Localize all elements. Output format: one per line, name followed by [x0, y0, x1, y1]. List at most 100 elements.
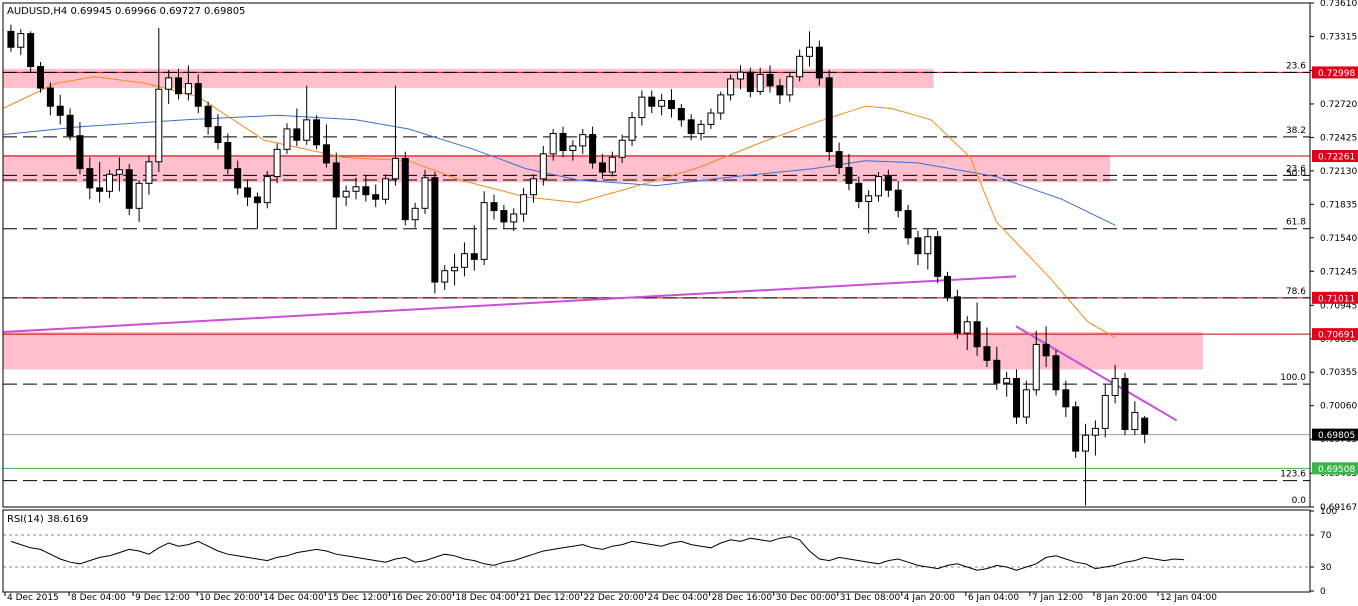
candle [106, 169, 114, 199]
time-tick-label: 18 Dec 04:00 [455, 593, 516, 603]
candle [835, 142, 843, 175]
candle [894, 181, 902, 218]
candle-body-up [263, 176, 271, 204]
candle [579, 128, 587, 154]
candle [313, 115, 321, 150]
candle [175, 68, 183, 100]
time-axis: 4 Dec 2015 8 Dec 04:00 9 Dec 12:00 10 Dec 2… [4, 592, 1217, 603]
candle-body-up [1022, 389, 1030, 418]
price-label-text: 0.71011 [1318, 294, 1355, 304]
price-label-box [1312, 462, 1358, 475]
candle-body-down [431, 177, 439, 283]
candle [500, 204, 508, 229]
candle-body-up [1111, 377, 1119, 396]
resistance-support-zones [3, 68, 1203, 370]
candle-body-up [707, 112, 715, 125]
candle [362, 175, 370, 202]
candle [27, 31, 35, 73]
candle-body-up [875, 176, 883, 197]
candle-body-down [332, 162, 340, 198]
candle-body-up [1082, 434, 1090, 452]
candle-body-up [963, 321, 971, 334]
time-tick-label: 4 Jan 20:00 [904, 593, 956, 603]
candle-body-down [224, 142, 232, 170]
candle [431, 172, 439, 294]
candle-body-down [855, 182, 863, 203]
candle-body-up [569, 145, 577, 151]
rsi-frame [2, 509, 1311, 593]
candle [993, 346, 1001, 390]
price-label-text: 0.69805 [1318, 431, 1355, 441]
candle-body-down [470, 253, 478, 260]
candle [963, 316, 971, 351]
candle-body-up [421, 177, 429, 209]
candle-body-down [46, 87, 54, 107]
candle-body-up [480, 202, 488, 260]
candle [135, 179, 143, 222]
candle [589, 126, 597, 169]
candle [194, 74, 202, 114]
candle-body-down [648, 96, 656, 107]
candle [184, 65, 192, 101]
candle-body-up [865, 195, 873, 203]
time-tick-label: 4 Dec 2015 [7, 593, 59, 603]
candle-body-down [175, 77, 183, 95]
candle-body-down [973, 321, 981, 348]
price-label: 0.72261 [1312, 150, 1358, 163]
candle-body-down [983, 346, 991, 361]
candle-body-down [56, 105, 64, 116]
fib-label: 78.6 [1286, 287, 1306, 297]
candle [332, 152, 340, 229]
candle [234, 160, 242, 195]
candle [865, 190, 873, 234]
candle-body-down [845, 166, 853, 184]
candle-body-up [618, 139, 626, 158]
time-tick-label: 10 Dec 20:00 [199, 593, 260, 603]
candle [1141, 415, 1149, 444]
trendline [1015, 325, 1178, 422]
candle [776, 79, 784, 104]
price-label: 0.71011 [1312, 291, 1358, 304]
price-tick-label: 0.72425 [1320, 133, 1357, 143]
candle-body-down [293, 128, 301, 141]
candle [460, 242, 468, 277]
candle [1062, 380, 1070, 418]
candle [86, 157, 94, 200]
candle-body-up [135, 182, 143, 209]
rsi-tick-label: 100 [1320, 507, 1337, 517]
symbol-header: AUDUSD,H4 0.69945 0.69966 0.69727 0.6980… [7, 6, 245, 17]
candle-body-down [1141, 417, 1149, 435]
candle-body-up [1032, 343, 1040, 391]
candle [96, 161, 104, 203]
time-tick-label: 24 Dec 04:00 [648, 593, 709, 603]
candle [382, 174, 390, 204]
candle-body-down [96, 187, 104, 192]
price-label-box [1312, 66, 1358, 79]
candle-body-down [86, 168, 94, 189]
price-tick-label: 0.71540 [1320, 234, 1357, 244]
rsi-tick-label: 30 [1320, 563, 1332, 573]
candle [904, 204, 912, 245]
candle-body-down [1013, 377, 1021, 418]
candle-body-down [589, 134, 597, 164]
candle-body-down [244, 187, 252, 198]
candle [165, 69, 173, 104]
time-tick-label: 9 Dec 12:00 [135, 593, 190, 603]
price-tick-label: 0.70945 [1320, 301, 1357, 311]
candle-body-up [539, 153, 547, 180]
candle [303, 85, 311, 145]
fib-label: 23.6 [1286, 61, 1306, 71]
time-tick-label: 28 Dec 16:00 [712, 593, 773, 603]
candle [796, 49, 804, 82]
candle [815, 40, 823, 86]
price-label-text: 0.69508 [1318, 465, 1355, 475]
candle [766, 65, 774, 93]
candle-body-down [559, 132, 567, 151]
price-label-box [1312, 291, 1358, 304]
candle [1022, 380, 1030, 424]
price-label: 0.72998 [1312, 66, 1358, 79]
candle-body-up [1101, 394, 1109, 429]
candle [1101, 384, 1109, 438]
candle-body-up [549, 132, 557, 155]
